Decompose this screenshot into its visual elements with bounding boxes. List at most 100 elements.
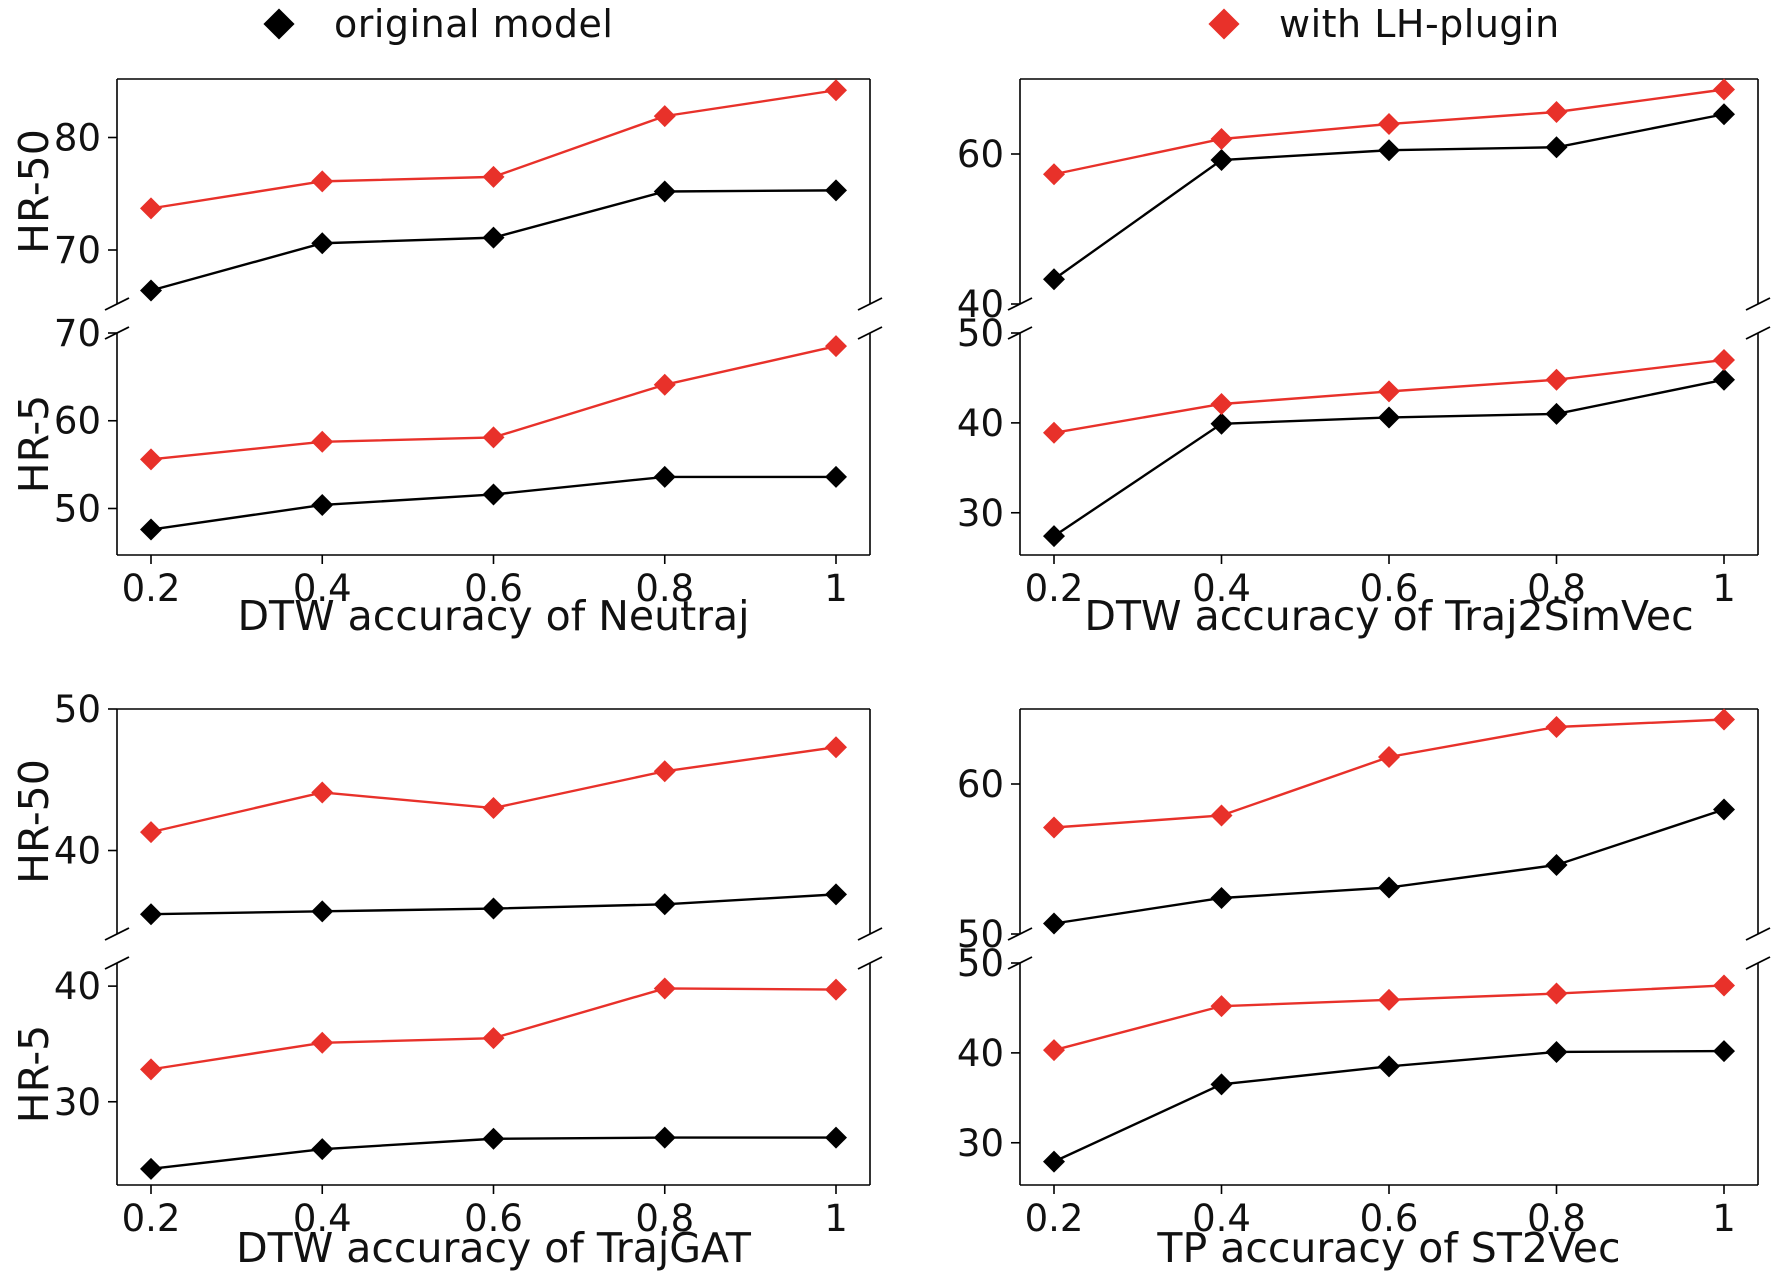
data-point-lh-plugin [1713,78,1735,101]
data-point-lh-plugin [1545,716,1568,738]
axis-break-mark [857,927,883,941]
data-point-lh-plugin [482,797,505,820]
x-tick-label: 0.6 [1360,567,1419,610]
x-tick-label: 0.4 [293,1197,352,1240]
data-point-lh-plugin [482,165,505,188]
y-axis-label: HR-50 [10,129,58,254]
x-axis-label: TP accuracy of ST2Vec [1156,1224,1620,1272]
x-axis-label: DTW accuracy of TrajGAT [236,1224,752,1272]
data-point-lh-plugin [311,1031,334,1054]
axis-break-mark [1745,927,1771,941]
data-point-original [1545,1040,1568,1063]
y-tick-label: 50 [957,942,1004,985]
data-point-original [653,893,676,916]
x-tick-label: 0.8 [1527,1197,1586,1240]
y-tick-label: 60 [54,400,101,443]
data-point-lh-plugin [1210,128,1233,150]
data-point-original [1210,1073,1233,1096]
data-point-original [482,1127,505,1150]
legend: original model with LH-plugin [0,0,1788,60]
data-point-original [1713,368,1735,391]
y-tick-label: 50 [54,487,101,530]
x-tick-label: 0.4 [293,567,352,610]
axis-break-mark [104,927,130,941]
y-tick-label: 40 [957,1032,1004,1075]
data-point-lh-plugin [140,821,162,844]
data-point-lh-plugin [825,736,847,759]
x-tick-label: 0.6 [464,567,523,610]
top-axes: 40 50 HR-50 [10,688,883,941]
data-point-lh-plugin [1545,982,1568,1005]
data-point-original [1545,402,1568,425]
data-point-lh-plugin [1210,393,1233,416]
top-axes: 50 60 [957,708,1771,956]
axis-break-mark [104,297,130,311]
data-point-lh-plugin [825,79,847,102]
data-point-original [311,900,334,923]
series-line-original [1053,378,1725,538]
series-line-lh-plugin [1053,718,1725,829]
legend-label-original: original model [334,2,614,46]
y-tick-label: 30 [957,1122,1004,1165]
data-point-original [311,232,334,255]
data-point-original [825,1126,847,1149]
data-point-original [1713,103,1735,126]
data-point-original [1043,268,1065,291]
x-tick-label: 0.2 [122,567,181,610]
legend-label-lh-plugin: with LH-plugin [1279,2,1560,46]
y-tick-label: 70 [54,312,101,355]
x-tick-label: 0.6 [464,1197,523,1240]
series-line-original [1053,808,1725,925]
data-point-original [311,493,334,516]
data-point-original [482,483,505,506]
data-point-lh-plugin [1210,995,1233,1018]
x-tick-label: 1 [824,1197,848,1240]
data-point-lh-plugin [140,1058,162,1081]
y-axis-label: HR-5 [10,395,58,494]
y-tick-label: 40 [54,830,101,873]
data-point-lh-plugin [1713,974,1735,997]
data-point-lh-plugin [1378,113,1400,135]
data-point-original [311,1138,334,1161]
data-point-original [825,883,847,906]
x-tick-label: 0.8 [635,567,694,610]
data-point-original [1210,149,1233,171]
data-point-original [653,1126,676,1149]
data-point-lh-plugin [653,373,676,396]
axis-break-mark [1745,956,1771,970]
data-point-original [1043,912,1065,935]
data-point-original [653,465,676,488]
axis-break-mark [1745,297,1771,311]
x-tick-label: 1 [1712,1197,1736,1240]
data-point-lh-plugin [653,977,676,1000]
data-point-original [482,897,505,920]
data-point-original [1378,1055,1400,1078]
y-tick-label: 80 [54,117,101,160]
y-tick-label: 50 [957,913,1004,956]
legend-item-original: original model [263,2,614,46]
data-point-original [825,465,847,488]
data-point-lh-plugin [1210,804,1233,827]
data-point-lh-plugin [1378,380,1400,403]
data-point-original [1378,406,1400,429]
x-tick-label: 0.2 [1025,567,1084,610]
axis-break-mark [1745,326,1771,340]
y-tick-label: 60 [957,763,1004,806]
y-tick-label: 40 [957,402,1004,445]
data-point-original [1043,1150,1065,1173]
data-point-original [140,903,162,926]
data-point-original [1545,136,1568,159]
top-axes: 40 60 [957,78,1771,326]
chart-panel-4: 50 60 0.2 0.4 0.6 0.8 1 TP accuracy of ST2Vec 30… [957,708,1771,1272]
data-point-lh-plugin [653,760,676,783]
data-point-lh-plugin [1713,348,1735,371]
data-point-lh-plugin [1713,708,1735,731]
y-tick-label: 50 [54,688,101,731]
data-point-lh-plugin [825,335,847,358]
data-point-lh-plugin [1043,163,1065,186]
bottom-axes: 0.2 0.4 0.6 0.8 1 DTW accuracy of Neutraj 50 60… [10,312,883,640]
data-point-lh-plugin [311,430,334,453]
series-line-lh-plugin [150,746,837,834]
x-tick-label: 0.8 [1527,567,1586,610]
